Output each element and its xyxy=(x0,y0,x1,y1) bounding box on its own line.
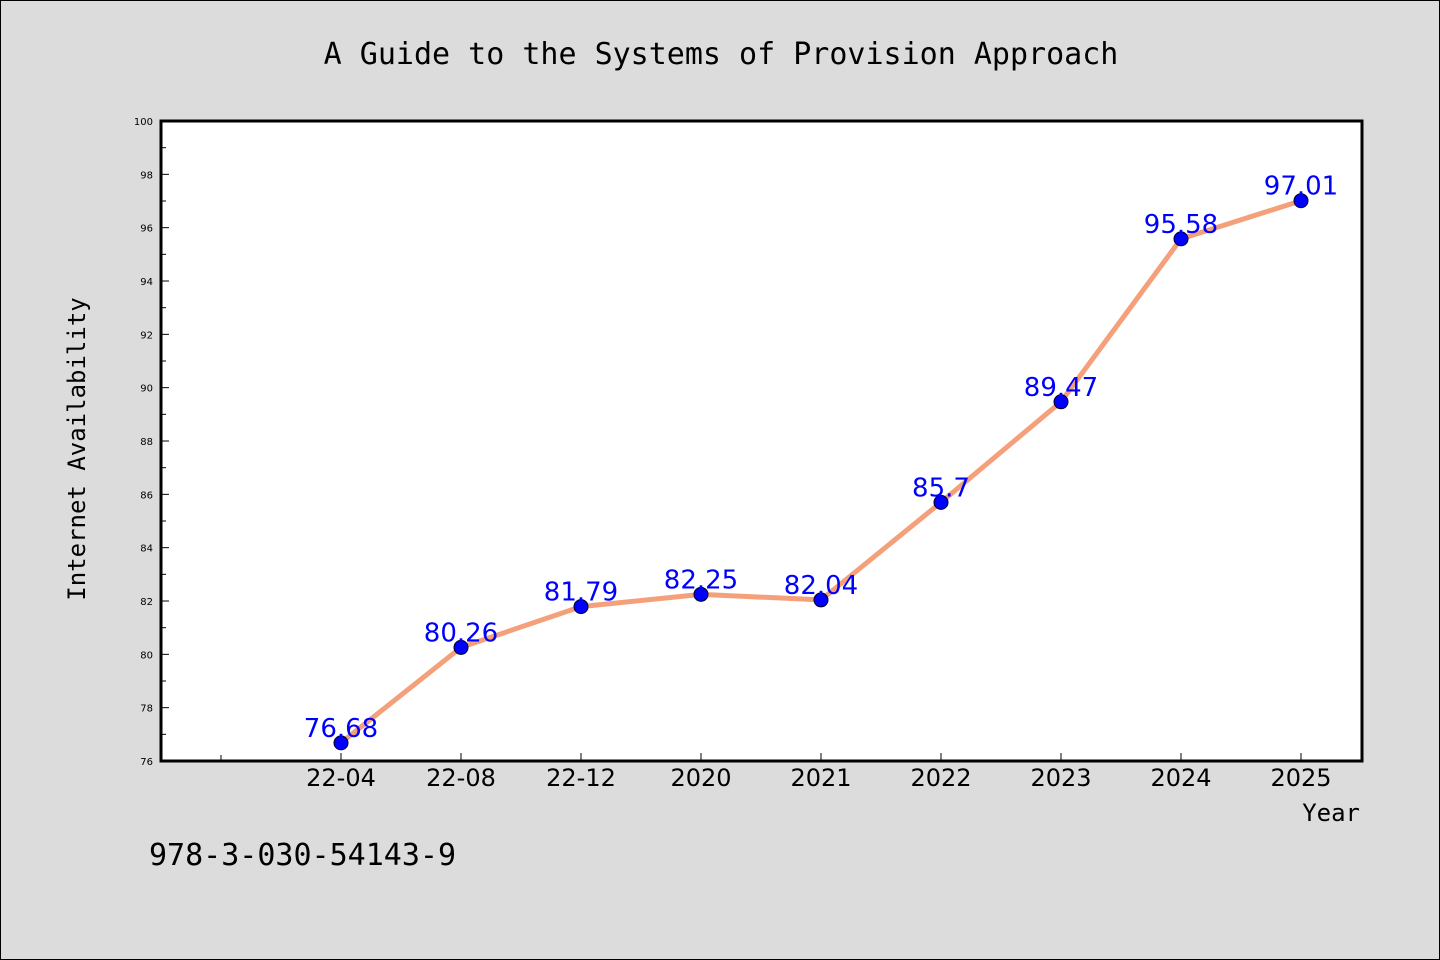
x-tick-label: 2021 xyxy=(790,764,851,792)
y-tick-label: 78 xyxy=(140,704,153,715)
data-label: 80.26 xyxy=(424,618,498,648)
y-axis-label: Internet Availability xyxy=(63,297,91,600)
x-tick-label: 22-08 xyxy=(426,764,496,792)
y-tick-label: 80 xyxy=(140,650,153,661)
y-tick-label: 86 xyxy=(140,490,153,501)
x-tick-label: 2020 xyxy=(670,764,731,792)
y-tick-label: 76 xyxy=(140,757,153,768)
data-point xyxy=(813,592,829,608)
y-tick-label: 98 xyxy=(140,170,153,181)
y-tick-label: 96 xyxy=(140,224,153,235)
data-label: 82.25 xyxy=(664,565,738,595)
y-tick-label: 88 xyxy=(140,437,153,448)
data-point xyxy=(1293,193,1309,209)
x-tick-label: 2025 xyxy=(1270,764,1331,792)
x-tick-label: 2022 xyxy=(910,764,971,792)
data-label: 76.68 xyxy=(304,714,378,744)
x-tick-label: 22-12 xyxy=(546,764,616,792)
data-point xyxy=(1053,394,1069,410)
data-point xyxy=(573,599,589,615)
data-point xyxy=(453,639,469,655)
data-label: 95.58 xyxy=(1144,210,1218,240)
x-tick-label: 2023 xyxy=(1030,764,1091,792)
data-point xyxy=(333,735,349,751)
data-label: 81.79 xyxy=(544,578,618,608)
data-label: 85.7 xyxy=(912,473,970,503)
data-point xyxy=(1173,231,1189,247)
y-tick-label: 82 xyxy=(140,597,153,608)
x-axis: 22-04 22-08 22-12 2020 2021 2022 2023 2024 2025 xyxy=(220,753,1332,792)
data-label: 97.01 xyxy=(1264,172,1338,202)
isbn-text: 978-3-030-54143-9 xyxy=(149,838,456,873)
y-axis: 76 78 80 82 84 86 88 90 92 94 96 98 100 xyxy=(134,117,169,768)
data-point xyxy=(693,586,709,602)
chart-title: A Guide to the Systems of Provision Appr… xyxy=(324,37,1119,72)
plot-area xyxy=(159,119,1364,763)
y-tick-label: 92 xyxy=(140,330,153,341)
y-tick-label: 90 xyxy=(140,384,153,395)
data-label: 82.04 xyxy=(784,571,858,601)
series-line-group: 76.68 80.26 81.79 82.25 82.04 85.7 89.47 95.58 9… xyxy=(304,172,1338,751)
x-tick-label: 22-04 xyxy=(306,764,376,792)
data-label: 89.47 xyxy=(1024,373,1098,403)
data-point xyxy=(933,494,949,510)
x-tick-label: 2024 xyxy=(1150,764,1211,792)
x-axis-label: Year xyxy=(1302,799,1360,827)
y-tick-label: 100 xyxy=(134,117,153,128)
y-tick-label: 84 xyxy=(140,544,153,555)
y-tick-label: 94 xyxy=(140,277,153,288)
